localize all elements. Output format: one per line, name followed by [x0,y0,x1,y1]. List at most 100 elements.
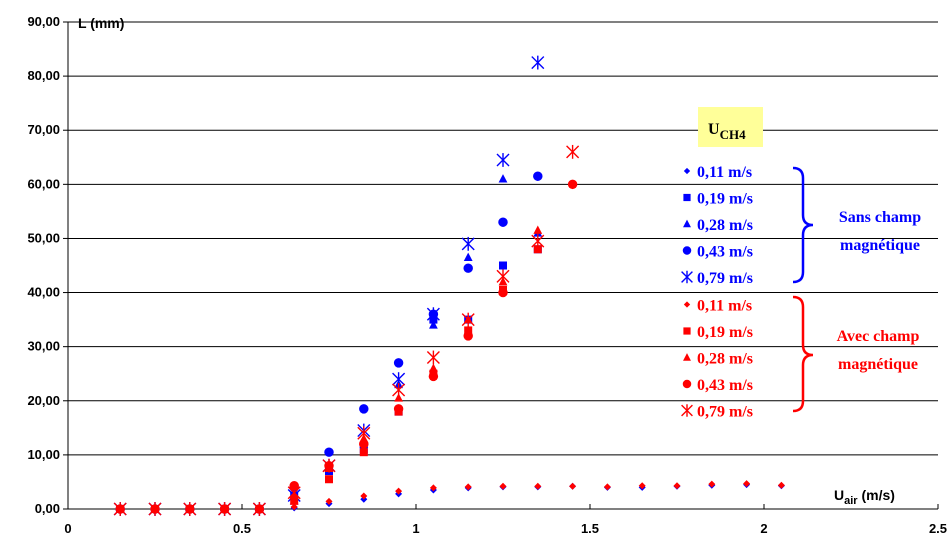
data-point [289,481,299,491]
legend: 0,11 m/s 0,19 m/s 0,28 m/s 0,43 m/s 0,79 m/s… [681,164,753,421]
data-point [393,358,404,368]
grid-lines [68,21,938,456]
legend-title-main: U [708,121,720,138]
data-point [322,458,336,473]
data-point [252,502,266,516]
data-point [461,312,475,327]
y-tick-label: 30,00 [27,339,60,354]
data-point [392,383,406,397]
data-point [534,482,542,490]
data-point [183,502,197,516]
data-point [464,326,473,335]
x-tick-label: 0 [64,521,71,536]
data-point [426,350,440,365]
y-tick-label: 40,00 [27,285,60,300]
group-label-avec-line2: magnétique [838,356,918,373]
tick-labels: 0,00 10,00 20,00 30,00 40,00 50,00 60,00 70,00 8… [27,14,947,536]
data-point [498,174,508,183]
legend-label: 0,19 m/s [697,191,753,208]
data-point [113,502,127,516]
legend-marker [681,270,693,284]
legend-label: 0,19 m/s [697,324,753,341]
x-tick-label: 1.5 [581,521,599,536]
legend-marker [683,167,691,175]
data-point [496,153,510,167]
data-point [463,331,473,341]
x-axis-label: Uair (m/s) [834,487,895,507]
x-tick-label: 1 [412,521,419,536]
group-label-sans-line1: Sans champ [839,209,921,226]
data-point [325,497,333,505]
data-point [463,252,473,261]
legend-label: 0,11 m/s [697,298,752,315]
data-point [394,393,403,402]
data-point [359,439,369,449]
y-tick-label: 20,00 [27,393,60,408]
series-diamond-avec [116,480,785,513]
x-tick-label: 2 [760,521,767,536]
data-point [429,320,438,329]
data-point [287,485,301,500]
data-point [499,261,507,270]
data-point [569,482,577,490]
legend-marker [683,301,691,308]
y-tick-label: 80,00 [27,68,60,83]
data-point [533,171,543,181]
legend-marker [683,193,691,202]
data-point [464,483,472,491]
x-axis-label-unit: (m/s) [858,487,895,503]
legend-label: 0,79 m/s [697,270,753,287]
data-point [324,447,334,457]
x-axis-label-main: U [834,487,844,503]
y-tick-label: 90,00 [27,14,60,29]
data-point [428,371,439,382]
data-point [429,484,437,492]
legend-label: 0,43 m/s [697,244,753,261]
data-point [496,269,510,284]
legend-marker [683,219,691,228]
legend-label: 0,79 m/s [697,404,753,421]
legend-marker [683,353,691,361]
legend-marker [681,404,693,417]
x-tick-label: 0.5 [233,521,251,536]
legend-title-sub: CH4 [720,127,747,142]
data-point [777,481,785,489]
series-square-sans [116,245,542,513]
y-tick-label: 60,00 [27,176,60,191]
data-point [498,217,508,227]
data-point [359,448,368,457]
x-tick-label: 2.5 [929,521,947,536]
data-point [393,404,404,414]
legend-label: 0,11 m/s [697,164,752,181]
series-star-avec [113,144,580,516]
data-point [290,496,299,505]
data-point [290,503,298,511]
data-points [113,55,785,516]
data-point [638,482,646,490]
data-point [708,480,716,488]
legend-label: 0,28 m/s [697,351,753,368]
data-point [148,502,162,516]
legend-title-box [698,107,763,147]
group-label-sans-line2: magnétique [840,237,920,254]
data-point [531,234,545,249]
data-point [357,426,371,441]
y-tick-label: 50,00 [27,230,60,245]
bracket-sans-champ [792,166,814,284]
y-axis-label: L (mm) [78,15,124,31]
x-axis-label-sub: air [844,495,858,507]
data-point [533,245,542,254]
data-point [499,482,507,490]
data-point [395,487,403,495]
y-tick-label: 70,00 [27,122,60,137]
data-point [566,144,580,159]
data-point [429,363,438,372]
data-point [218,502,232,516]
y-tick-label: 10,00 [27,447,60,462]
data-point [567,179,578,190]
data-point [359,404,369,414]
data-point [426,307,440,322]
data-point [673,482,681,490]
y-tick-label: 0,00 [35,501,60,516]
data-point [531,55,545,70]
